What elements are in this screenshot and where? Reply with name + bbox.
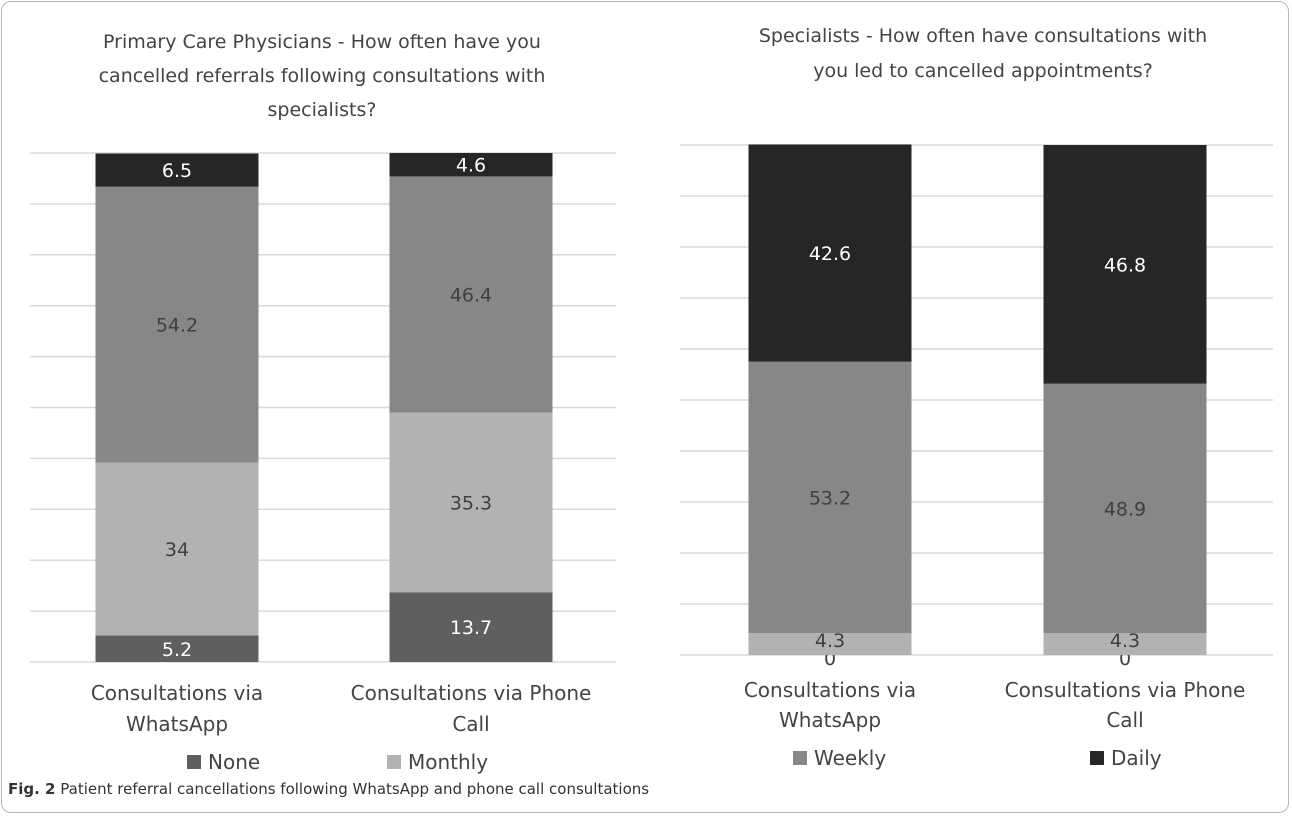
bar-segment-none [95, 635, 259, 662]
legend-label: Weekly [814, 746, 886, 770]
bar-segment-daily [748, 144, 912, 362]
chart-title-line: cancelled referrals following consultati… [99, 65, 546, 87]
category-label-line: Consultations via Phone [1005, 678, 1246, 702]
chart-title-line: specialists? [268, 99, 377, 121]
category-label-line: Consultations via [744, 678, 916, 702]
data-label: 46.8 [1104, 254, 1146, 276]
bar-segment-weekly [389, 176, 553, 413]
chart-title-line: Specialists - How often have consultatio… [759, 25, 1207, 47]
category-label: Consultations via Phone Call [351, 681, 592, 736]
legend-swatch-daily [1090, 751, 1104, 765]
bar-segment-daily [389, 153, 553, 177]
legend-label: Daily [1111, 746, 1162, 770]
category-label-line: Call [452, 712, 489, 736]
data-label: 48.9 [1104, 498, 1146, 520]
data-label: 53.2 [809, 487, 851, 509]
legend-swatch-weekly [793, 751, 807, 765]
bar-segment-weekly [95, 186, 259, 463]
caption-label: Fig. 2 [8, 780, 56, 798]
bar-segment-daily [95, 153, 259, 187]
data-label: 4.6 [456, 155, 486, 177]
data-label: 54.2 [156, 315, 198, 337]
caption-text: Patient referral cancellations following… [60, 780, 650, 798]
bar-segment-monthly [389, 412, 553, 593]
category-label: Consultations via WhatsApp [91, 681, 263, 736]
category-label-line: WhatsApp [779, 708, 881, 732]
bar-segment-weekly [748, 361, 912, 634]
bar-segment-monthly [95, 462, 259, 636]
chart-panel-specialists: Specialists - How often have consultatio… [680, 25, 1273, 770]
data-label: 42.6 [809, 243, 851, 265]
category-label-line: Consultations via Phone [351, 681, 592, 705]
legend-swatch-none [187, 755, 201, 769]
bar-segment-daily [1043, 145, 1207, 384]
data-label: 34 [165, 539, 189, 561]
data-label: 4.3 [815, 630, 845, 652]
bar-segment-monthly [748, 633, 912, 655]
figure-caption: Fig. 2 Patient referral cancellations fo… [8, 780, 649, 798]
category-label-line: Call [1106, 708, 1143, 732]
legend-swatch-monthly [387, 755, 401, 769]
legend-label: Monthly [408, 750, 488, 774]
chart-title-line: you led to cancelled appointments? [813, 60, 1153, 82]
data-label: 5.2 [162, 639, 192, 661]
bar-segment-monthly [1043, 633, 1207, 655]
data-label: 4.3 [1110, 630, 1140, 652]
legend-label: None [208, 750, 260, 774]
category-label-line: WhatsApp [126, 712, 228, 736]
data-label: 46.4 [450, 285, 492, 307]
category-label: Consultations via WhatsApp [744, 678, 916, 732]
category-label-line: Consultations via [91, 681, 263, 705]
chart-title-line: Primary Care Physicians - How often have… [103, 31, 541, 53]
chart-title: Specialists - How often have consultatio… [759, 25, 1207, 82]
data-label: 6.5 [162, 160, 192, 182]
chart-title: Primary Care Physicians - How often have… [99, 31, 546, 121]
bar-segment-none [389, 592, 553, 662]
data-label: 13.7 [450, 617, 492, 639]
data-label: 35.3 [450, 492, 492, 514]
category-label: Consultations via Phone Call [1005, 678, 1246, 732]
bar-segment-weekly [1043, 383, 1207, 634]
chart-panel-primary-care: Primary Care Physicians - How often have… [30, 31, 616, 774]
